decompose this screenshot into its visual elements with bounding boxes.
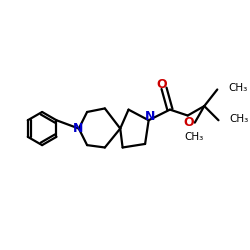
Text: N: N [72,122,83,135]
Text: CH₃: CH₃ [184,132,203,142]
Text: O: O [184,116,194,129]
Text: N: N [145,110,156,123]
Text: CH₃: CH₃ [229,114,248,124]
Text: CH₃: CH₃ [228,83,247,93]
Text: O: O [156,78,167,91]
